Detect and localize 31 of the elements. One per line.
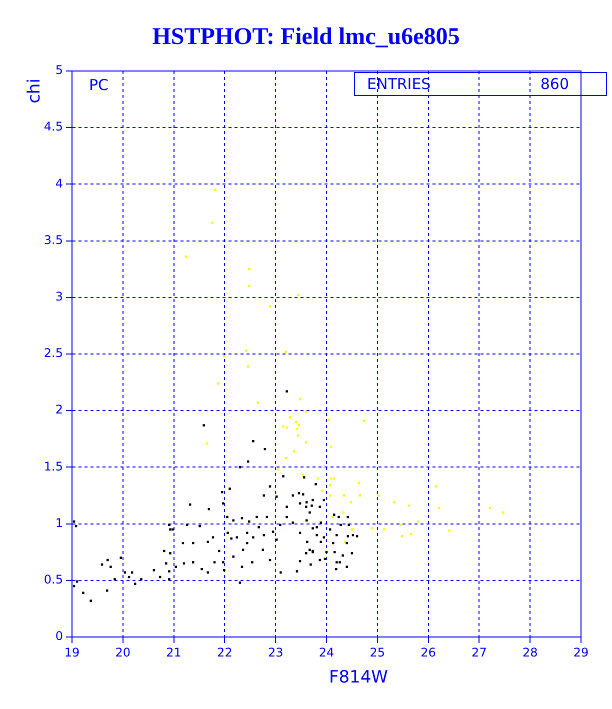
y-tick-label: 2.5 xyxy=(44,346,63,360)
point xyxy=(302,474,304,476)
y-tick-label: 2 xyxy=(55,402,63,417)
y-axis-title: chi xyxy=(24,78,44,104)
x-tick-label: 25 xyxy=(370,645,386,660)
y-tick-label: 0.5 xyxy=(44,572,63,587)
x-tick-label: 23 xyxy=(268,645,284,660)
y-tick-label: 4 xyxy=(55,176,63,190)
x-tick-label: 28 xyxy=(522,645,538,660)
y-tick-label: 5 xyxy=(55,63,63,78)
point xyxy=(416,520,420,523)
y-tick-label: 1.5 xyxy=(44,459,63,474)
y-tick-label: 3.5 xyxy=(44,232,63,247)
y-tick-label: 4.5 xyxy=(44,120,63,134)
x-tick-label: 22 xyxy=(217,645,232,660)
x-tick-label: 21 xyxy=(166,645,182,660)
x-tick-label: 20 xyxy=(115,645,131,660)
x-tick-label: 29 xyxy=(573,645,589,660)
x-tick-label: 26 xyxy=(420,645,436,660)
y-tick-label: 1 xyxy=(55,516,63,530)
x-tick-label: 27 xyxy=(472,645,487,660)
y-tick-label: 3 xyxy=(55,290,63,304)
point xyxy=(502,511,504,514)
x-axis-title: F814W xyxy=(328,667,388,688)
annotation: PC xyxy=(89,76,109,94)
chart-title: HSTPHOT: Field lmc_u6e805 xyxy=(152,24,460,50)
annotation: ENTRIES xyxy=(367,74,431,93)
x-tick-label: 24 xyxy=(318,645,334,660)
annotation: 860 xyxy=(540,74,569,93)
y-tick-label: 0 xyxy=(55,629,63,644)
x-tick-label: 19 xyxy=(64,645,80,660)
